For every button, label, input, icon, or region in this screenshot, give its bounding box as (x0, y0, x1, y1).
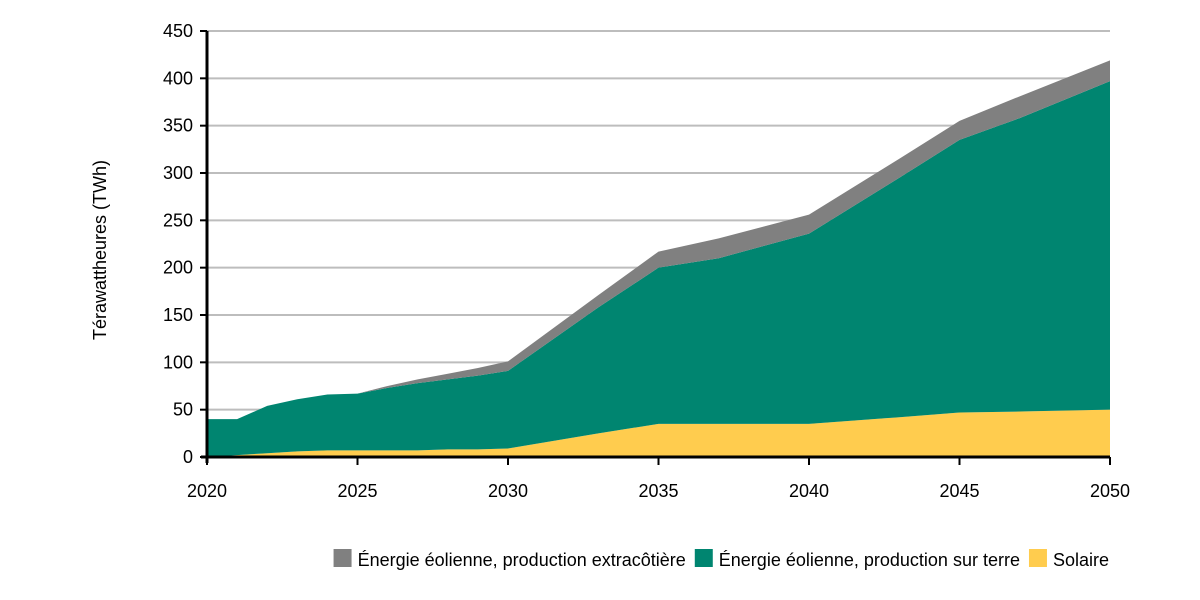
x-tick-label-2040: 2040 (789, 481, 829, 501)
x-tick-label-2030: 2030 (488, 481, 528, 501)
y-tick-label-150: 150 (163, 305, 193, 325)
axes: 0 50 100 150 200 250 300 350 400 450 2020 2025 2030 2… (90, 21, 1130, 501)
y-tick-label-200: 200 (163, 258, 193, 278)
legend-swatch-2 (333, 549, 352, 567)
y-tick-label-300: 300 (163, 163, 193, 183)
y-tick-label-250: 250 (163, 210, 193, 230)
legend-label-1: Énergie éolienne, production sur terre (719, 550, 1020, 570)
legend: Énergie éolienne, production extracôtièr… (333, 549, 1109, 570)
x-tick-label-2050: 2050 (1090, 481, 1130, 501)
y-tick-label-100: 100 (163, 352, 193, 372)
y-tick-label-50: 50 (173, 400, 193, 420)
area-series-1 (207, 81, 1110, 458)
x-tick-label-2045: 2045 (939, 481, 979, 501)
legend-swatch-0 (1028, 549, 1047, 567)
y-tick-label-0: 0 (183, 447, 193, 467)
legend-label-2: Énergie éolienne, production extracôtièr… (358, 550, 686, 570)
x-tick-label-2020: 2020 (187, 481, 227, 501)
legend-label-0: Solaire (1053, 550, 1109, 570)
y-tick-label-400: 400 (163, 68, 193, 88)
x-tick-label-2025: 2025 (337, 481, 377, 501)
area-series-0 (207, 409, 1110, 457)
area-series-group (207, 60, 1110, 458)
y-tick-label-450: 450 (163, 21, 193, 41)
x-tick-label-2035: 2035 (638, 481, 678, 501)
y-tick-label-350: 350 (163, 116, 193, 136)
grid-lines (207, 30, 1110, 411)
legend-swatch-1 (694, 549, 713, 567)
y-axis-title: Térawattheures (TWh) (90, 160, 110, 340)
